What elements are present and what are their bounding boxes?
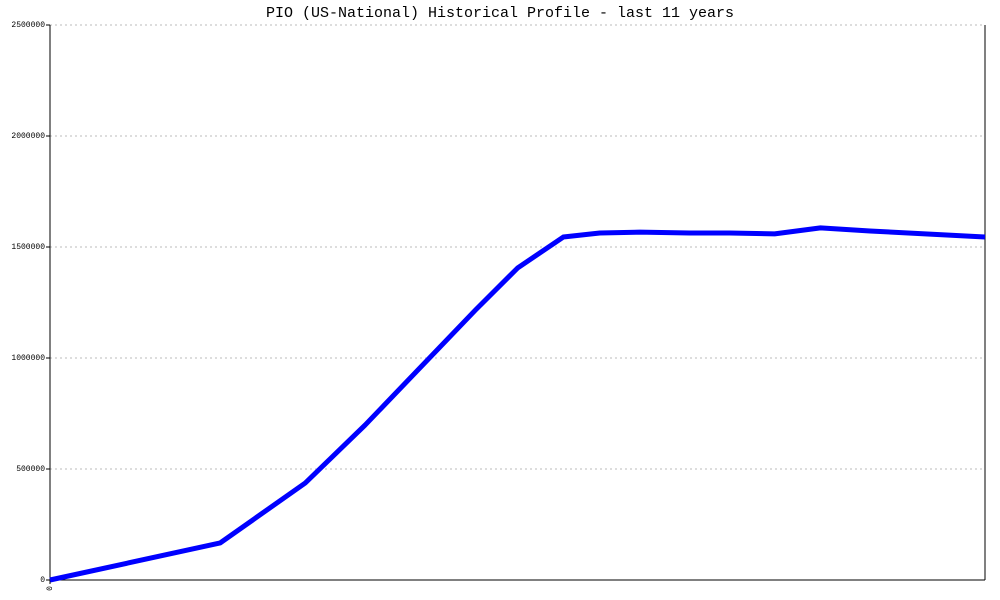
y-tick-label: 1500000 bbox=[11, 243, 45, 252]
x-tick-label: 0 bbox=[46, 586, 55, 591]
data-line bbox=[49, 225, 986, 583]
y-tick-label: 2500000 bbox=[11, 21, 45, 30]
y-tick-label: 2000000 bbox=[11, 132, 45, 141]
y-tick-label: 500000 bbox=[16, 465, 45, 474]
y-tick-label: 1000000 bbox=[11, 354, 45, 363]
chart-title: PIO (US-National) Historical Profile - l… bbox=[266, 5, 734, 22]
y-tick-label: 0 bbox=[40, 576, 45, 585]
